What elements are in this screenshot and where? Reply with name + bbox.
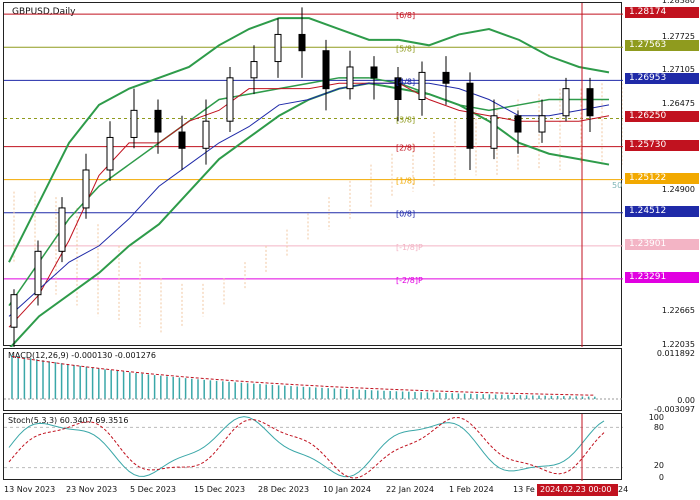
candle-body — [10, 294, 18, 328]
stoch-signal-line — [8, 417, 605, 479]
time-tick-label: 13 Fe — [513, 485, 535, 494]
price-tick-label: 1.22665 — [661, 305, 695, 315]
time-tick-label: 10 Jan 2024 — [323, 485, 371, 494]
price-level-tag: 1.26953 — [625, 73, 699, 85]
candle-body — [154, 109, 162, 133]
time-tick-label: 28 Dec 2023 — [258, 485, 310, 494]
stochastic-panel[interactable]: Stoch(5,3,3) 60.3407 69.3516 — [3, 413, 623, 481]
candle-body — [322, 50, 330, 90]
murrey-label: [3/8] — [396, 115, 415, 124]
candle-body — [370, 66, 378, 79]
murrey-label: [4/8] — [396, 77, 415, 86]
candle-body — [130, 109, 138, 138]
macd-chart-svg — [4, 354, 623, 400]
murrey-label: [5/8] — [396, 44, 415, 53]
candle-body — [442, 71, 450, 84]
candle-body — [34, 250, 42, 296]
price-level-tag: 1.26250 — [625, 111, 699, 123]
candle-body — [274, 33, 282, 63]
stoch-axis-label: 80 — [653, 423, 664, 432]
price-level-tag: 1.23291 — [625, 271, 699, 283]
murrey-label: [-1/8]P — [396, 243, 423, 252]
price-chart-svg: [6/8] [5/8] [4/8] [3/8] [2/8] [1/8] [0/8] [-1/8… — [4, 3, 623, 347]
macd-panel[interactable]: MACD(12,26,9) -0.000130 -0.001276 — [3, 348, 623, 411]
macd-axis-label: 0.011892 — [656, 349, 695, 358]
candle-body — [226, 77, 234, 122]
time-tick-label: 5 Dec 2023 — [130, 485, 177, 494]
stoch-main-line — [8, 416, 605, 478]
candle-body — [562, 88, 570, 117]
price-level-tag: 1.28174 — [625, 7, 699, 19]
candle-body — [202, 120, 210, 149]
time-tick-label: 22 Jan 2024 — [386, 485, 434, 494]
candle-body — [298, 33, 306, 52]
candle-body — [514, 115, 522, 133]
chart-title: GBPUSD,Daily — [12, 7, 76, 17]
price-tick-label: 1.27725 — [661, 31, 695, 41]
murrey-label: [1/8] — [396, 177, 415, 186]
stochastic-label: Stoch(5,3,3) 60.3407 69.3516 — [8, 416, 129, 425]
candle-body — [82, 169, 90, 209]
price-level-tag: 1.24512 — [625, 205, 699, 217]
stochastic-chart-svg — [4, 414, 623, 481]
price-level-tag: 1.23901 — [625, 238, 699, 250]
middle-band-line — [8, 77, 609, 306]
stoch-axis-label: 20 — [653, 461, 664, 470]
time-tick-label: 15 Dec 2023 — [194, 485, 246, 494]
macd-signal-line — [11, 356, 595, 396]
macd-axis-label: 0.00 — [677, 396, 695, 405]
time-tick-label: 13 Nov 2023 — [4, 485, 56, 494]
level-50-label: 50.0 — [612, 181, 623, 190]
candle-body — [346, 66, 354, 90]
stoch-axis-label: 0 — [658, 473, 664, 482]
price-tick-label: 1.26475 — [661, 99, 695, 109]
candle-body — [58, 207, 66, 252]
candle-body — [538, 115, 546, 133]
upper-band-line — [8, 17, 610, 263]
candle-body — [466, 82, 474, 149]
price-tick-label: 1.22035 — [661, 340, 695, 349]
price-level-tag: 1.25730 — [625, 139, 699, 151]
time-tick-label: 24 — [618, 485, 629, 494]
stoch-axis-label: 100 — [648, 413, 664, 422]
price-tick-label: 1.24900 — [661, 184, 695, 194]
candle-body — [586, 88, 594, 117]
candle-body — [490, 115, 498, 149]
candle-body — [106, 136, 114, 171]
candle-body — [418, 71, 426, 101]
price-chart-panel[interactable]: GBPUSD,Daily [6/8] [5/8] [4/8] [3/8] [2/8] [1… — [3, 2, 623, 347]
murrey-label: [0/8] — [396, 210, 415, 219]
macd-axis-label: -0.003097 — [653, 405, 695, 414]
time-tick-label: 23 Nov 2023 — [66, 485, 118, 494]
price-tick-label: 1.27105 — [661, 65, 695, 75]
blue-signal-line — [8, 82, 610, 317]
murrey-label: [2/8] — [396, 144, 415, 153]
price-level-tag: 1.27563 — [625, 40, 699, 52]
time-tick-label: 1 Feb 2024 — [449, 485, 494, 494]
murrey-label: [6/8] — [396, 11, 415, 20]
cursor-date-badge: 2024.02.23 00:00 — [537, 484, 618, 496]
price-tick-label: 1.28380 — [661, 0, 695, 5]
price-level-tag: 1.25122 — [625, 172, 699, 184]
murrey-label: [-2/8]P — [396, 276, 423, 285]
candle-body — [178, 131, 186, 149]
candle-body — [394, 77, 402, 101]
macd-label: MACD(12,26,9) -0.000130 -0.001276 — [8, 351, 156, 360]
candle-body — [250, 61, 258, 79]
